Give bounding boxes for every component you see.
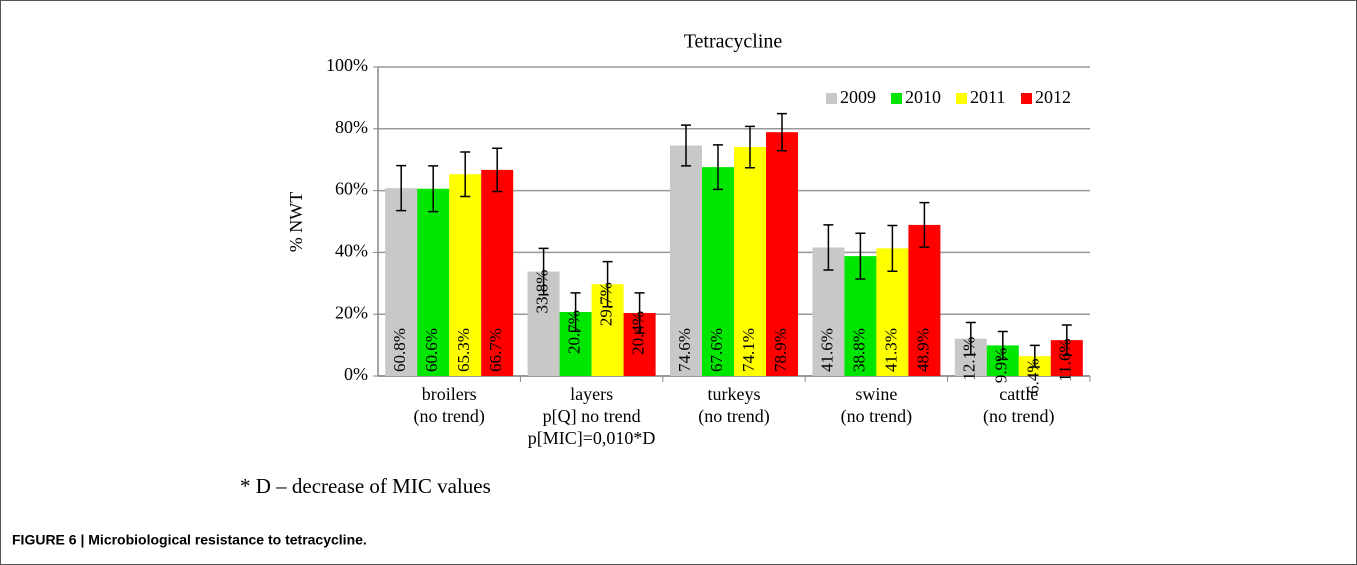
data-label: 67.6%: [707, 328, 726, 372]
x-tick-label: p[Q] no trend: [543, 406, 641, 426]
data-label: 48.9%: [913, 328, 932, 372]
error-bar: [997, 330, 1008, 361]
error-bar: [602, 260, 613, 308]
bar: [385, 188, 418, 376]
error-bar: [681, 124, 691, 167]
legend-swatch: [1021, 93, 1032, 104]
error-bar: [887, 224, 898, 272]
data-label: 60.6%: [422, 328, 441, 372]
data-label: 12.1%: [960, 337, 979, 381]
x-tick-label: cattle: [999, 384, 1038, 404]
data-label: 74.1%: [739, 328, 758, 372]
error-bar: [855, 232, 866, 280]
bar: [734, 147, 766, 376]
data-label: 41.6%: [817, 328, 836, 372]
legend-label: 2012: [1035, 87, 1071, 107]
error-bar: [396, 164, 407, 212]
x-tick-label: (no trend): [413, 406, 484, 427]
footnote: * D – decrease of MIC values: [240, 474, 491, 498]
data-label: 20.4%: [629, 311, 648, 355]
data-label: 29.7%: [597, 282, 616, 326]
bar: [670, 145, 702, 376]
data-label: 9.9%: [992, 348, 1011, 383]
error-bar: [460, 151, 471, 198]
y-tick-label: 20%: [335, 302, 368, 322]
y-tick-label: 100%: [326, 55, 368, 75]
x-tick-label: swine: [855, 384, 897, 404]
data-label: 60.8%: [390, 328, 409, 372]
x-tick-label: p[MIC]=0,010*D: [528, 428, 656, 448]
x-tick-label: layers: [570, 384, 613, 404]
bar: [766, 132, 798, 376]
error-bar: [634, 292, 645, 334]
legend-label: 2009: [840, 87, 876, 107]
data-label: 11.6%: [1056, 339, 1075, 382]
legend-swatch: [891, 93, 902, 104]
error-bar: [823, 224, 834, 271]
error-bar: [919, 201, 930, 248]
error-bar: [570, 292, 581, 332]
x-tick-label: (no trend): [983, 406, 1054, 427]
bar: [417, 188, 450, 376]
data-label: 74.6%: [675, 328, 694, 372]
bar: [449, 174, 482, 376]
data-label: 65.3%: [454, 328, 473, 372]
data-label: 33.8%: [533, 270, 552, 314]
chart-title: Tetracycline: [684, 31, 783, 53]
error-bar: [538, 247, 549, 296]
legend-label: 2010: [905, 87, 941, 107]
error-bar: [777, 112, 787, 152]
y-tick-label: 80%: [335, 117, 368, 137]
data-label: 78.9%: [771, 328, 790, 372]
data-label: 66.7%: [486, 328, 505, 372]
x-tick-label: (no trend): [698, 406, 769, 427]
bar: [702, 167, 734, 376]
error-bar: [1029, 344, 1040, 368]
error-bar: [428, 165, 439, 213]
error-bar: [745, 125, 755, 169]
error-bar: [713, 144, 723, 191]
error-bar: [492, 147, 503, 193]
error-bar: [1061, 324, 1072, 357]
data-label: 41.3%: [881, 328, 900, 372]
error-bar: [965, 321, 976, 356]
caption: FIGURE 6 | Microbiological resistance to…: [12, 532, 367, 548]
y-axis-label: % NWT: [286, 192, 306, 252]
x-tick-label: (no trend): [841, 406, 912, 427]
y-tick-label: 60%: [335, 179, 368, 199]
x-tick-label: broilers: [422, 384, 477, 404]
y-tick-label: 0%: [344, 364, 368, 384]
legend-swatch: [826, 93, 837, 104]
bar: [908, 224, 941, 376]
y-tick-label: 40%: [335, 241, 368, 261]
data-label: 38.8%: [849, 328, 868, 372]
legend-label: 2011: [970, 87, 1005, 107]
legend-swatch: [956, 93, 967, 104]
data-label: 20.7%: [565, 310, 584, 354]
bar: [481, 169, 514, 376]
x-tick-label: turkeys: [708, 384, 761, 404]
data-label: 6.4%: [1024, 359, 1043, 394]
